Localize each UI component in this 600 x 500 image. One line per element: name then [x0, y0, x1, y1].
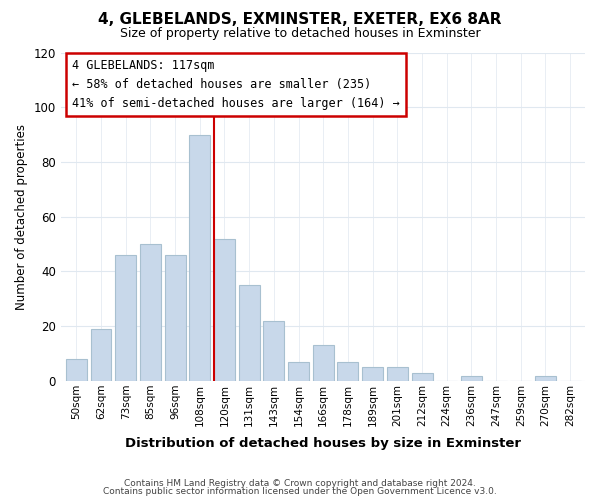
Bar: [263, 321, 284, 381]
Bar: [461, 376, 482, 381]
Bar: [387, 368, 408, 381]
Bar: [337, 362, 358, 381]
Bar: [214, 238, 235, 381]
Bar: [412, 373, 433, 381]
X-axis label: Distribution of detached houses by size in Exminster: Distribution of detached houses by size …: [125, 437, 521, 450]
Bar: [164, 255, 185, 381]
Bar: [115, 255, 136, 381]
Text: 4, GLEBELANDS, EXMINSTER, EXETER, EX6 8AR: 4, GLEBELANDS, EXMINSTER, EXETER, EX6 8A…: [98, 12, 502, 28]
Bar: [239, 285, 260, 381]
Text: Contains HM Land Registry data © Crown copyright and database right 2024.: Contains HM Land Registry data © Crown c…: [124, 478, 476, 488]
Bar: [66, 359, 87, 381]
Text: Size of property relative to detached houses in Exminster: Size of property relative to detached ho…: [119, 28, 481, 40]
Bar: [189, 134, 210, 381]
Bar: [535, 376, 556, 381]
Text: 4 GLEBELANDS: 117sqm
← 58% of detached houses are smaller (235)
41% of semi-deta: 4 GLEBELANDS: 117sqm ← 58% of detached h…: [72, 59, 400, 110]
Bar: [362, 368, 383, 381]
Y-axis label: Number of detached properties: Number of detached properties: [15, 124, 28, 310]
Bar: [288, 362, 309, 381]
Bar: [91, 329, 112, 381]
Text: Contains public sector information licensed under the Open Government Licence v3: Contains public sector information licen…: [103, 487, 497, 496]
Bar: [313, 346, 334, 381]
Bar: [140, 244, 161, 381]
